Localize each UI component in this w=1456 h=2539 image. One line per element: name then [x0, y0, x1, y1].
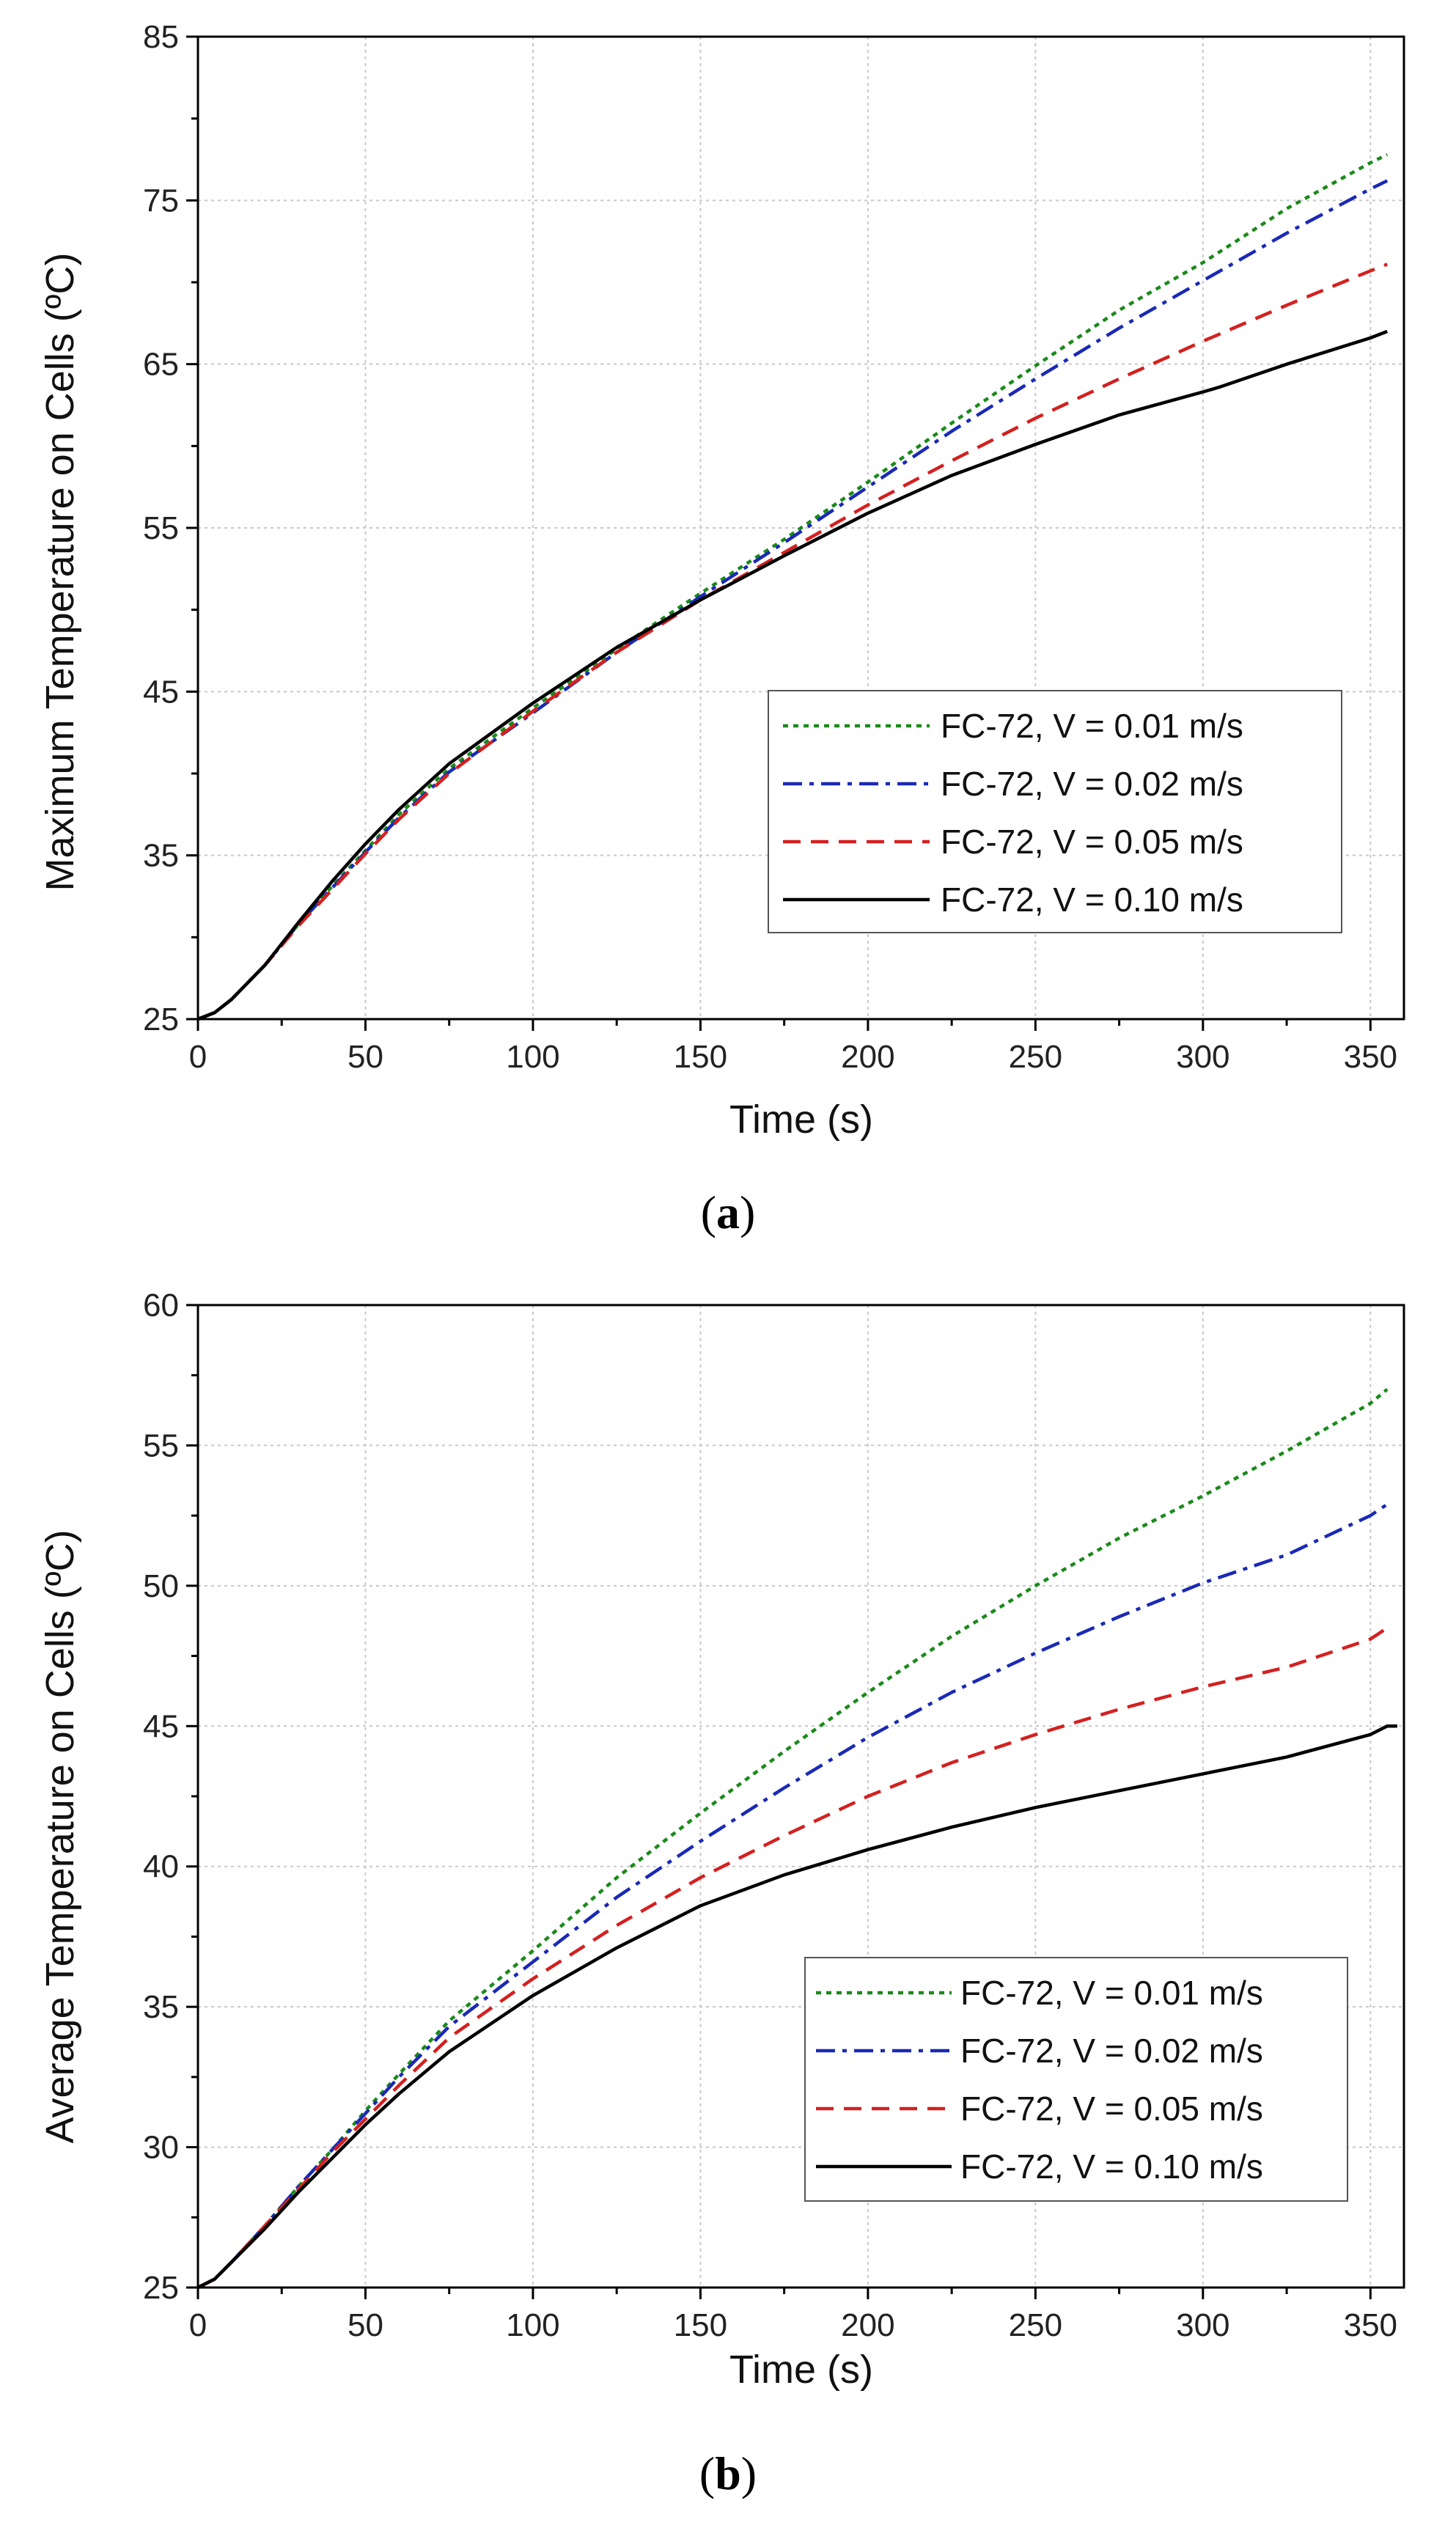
y-tick-label: 75 [143, 183, 179, 218]
legend-label: FC-72, V = 0.05 m/s [941, 823, 1243, 861]
series-lines [196, 1388, 1397, 2290]
x-tick-label: 100 [506, 1039, 559, 1075]
axis-ticks [186, 1304, 1372, 2299]
legend-label: FC-72, V = 0.01 m/s [941, 707, 1243, 745]
axis-ticks [186, 35, 1372, 1031]
series-line-2 [196, 1502, 1389, 2290]
y-tick-label: 55 [143, 1428, 179, 1463]
x-tick-label: 50 [348, 2307, 383, 2343]
legend-label: FC-72, V = 0.05 m/s [960, 2090, 1263, 2128]
y-tick-label: 55 [143, 510, 179, 546]
x-tick-label: 50 [348, 1039, 383, 1075]
chart-panel-a: 0 50 100 150 200 250 300 350 25 35 45 55 65 75 85 Tim… [38, 19, 1405, 1238]
legend-box [768, 690, 1342, 933]
x-tick-label: 150 [674, 2307, 727, 2343]
chart-panel-b: 0 50 100 150 200 250 300 350 25 30 35 40 45 50 55 60 T… [38, 1287, 1405, 2499]
legend-label: FC-72, V = 0.02 m/s [960, 2032, 1263, 2070]
x-tick-label: 300 [1176, 1039, 1229, 1075]
y-tick-label: 50 [143, 1568, 179, 1604]
legend-label: FC-72, V = 0.10 m/s [941, 881, 1243, 919]
panel-label-b: b [715, 2447, 741, 2499]
y-tick-label: 35 [143, 1989, 179, 2025]
y-tick-label: 65 [143, 347, 179, 383]
panel-label-a: a [716, 1186, 740, 1238]
panel-caption-b: (b) [699, 2447, 757, 2499]
x-tick-label: 150 [674, 1039, 727, 1075]
series-line-3 [197, 262, 1389, 1021]
panel-caption-a: (a) [701, 1186, 756, 1238]
y-tick-label: 30 [143, 2130, 179, 2166]
series-lines [197, 153, 1389, 1021]
y-tick-label: 25 [143, 1002, 179, 1037]
legend-label: FC-72, V = 0.10 m/s [960, 2147, 1263, 2186]
x-tick-label: 100 [506, 2307, 559, 2343]
y-tick-label: 40 [143, 1849, 179, 1885]
x-tick-label: 0 [189, 1039, 207, 1075]
y-tick-label: 25 [143, 2270, 179, 2306]
legend: FC-72, V = 0.01 m/s FC-72, V = 0.02 m/s FC… [768, 690, 1342, 933]
x-tick-label: 350 [1344, 1039, 1397, 1075]
x-axis-title: Time (s) [729, 2348, 873, 2392]
legend-box [804, 1957, 1348, 2202]
x-tick-labels: 0 50 100 150 200 250 300 350 [189, 1039, 1397, 1075]
x-tick-label: 250 [1009, 2307, 1062, 2343]
x-tick-label: 200 [841, 2307, 894, 2343]
x-tick-label: 0 [189, 2307, 207, 2343]
x-tick-label: 300 [1176, 2307, 1229, 2343]
legend: FC-72, V = 0.01 m/s FC-72, V = 0.02 m/s FC… [804, 1957, 1348, 2202]
x-tick-label: 350 [1344, 2307, 1397, 2343]
y-tick-label: 85 [143, 19, 179, 55]
y-tick-label: 60 [143, 1287, 179, 1323]
series-line-4 [196, 1724, 1397, 2290]
series-line-4 [197, 329, 1389, 1021]
y-tick-labels: 25 35 45 55 65 75 85 [143, 19, 179, 1037]
x-tick-label: 200 [841, 1039, 894, 1075]
x-tick-labels: 0 50 100 150 200 250 300 350 [189, 2307, 1397, 2343]
series-line-1 [196, 1388, 1389, 2290]
legend-label: FC-72, V = 0.02 m/s [941, 765, 1243, 803]
y-axis-title: Maximum Temperature on Cells (ºC) [38, 253, 82, 892]
legend-label: FC-72, V = 0.01 m/s [960, 1974, 1263, 2012]
y-tick-label: 45 [143, 674, 179, 710]
x-tick-label: 250 [1009, 1039, 1062, 1075]
y-axis-title: Average Temperature on Cells (ºC) [38, 1529, 82, 2143]
y-tick-label: 35 [143, 838, 179, 874]
y-tick-label: 45 [143, 1708, 179, 1744]
y-tick-labels: 25 30 35 40 45 50 55 60 [143, 1287, 179, 2306]
x-axis-title: Time (s) [729, 1098, 873, 1142]
